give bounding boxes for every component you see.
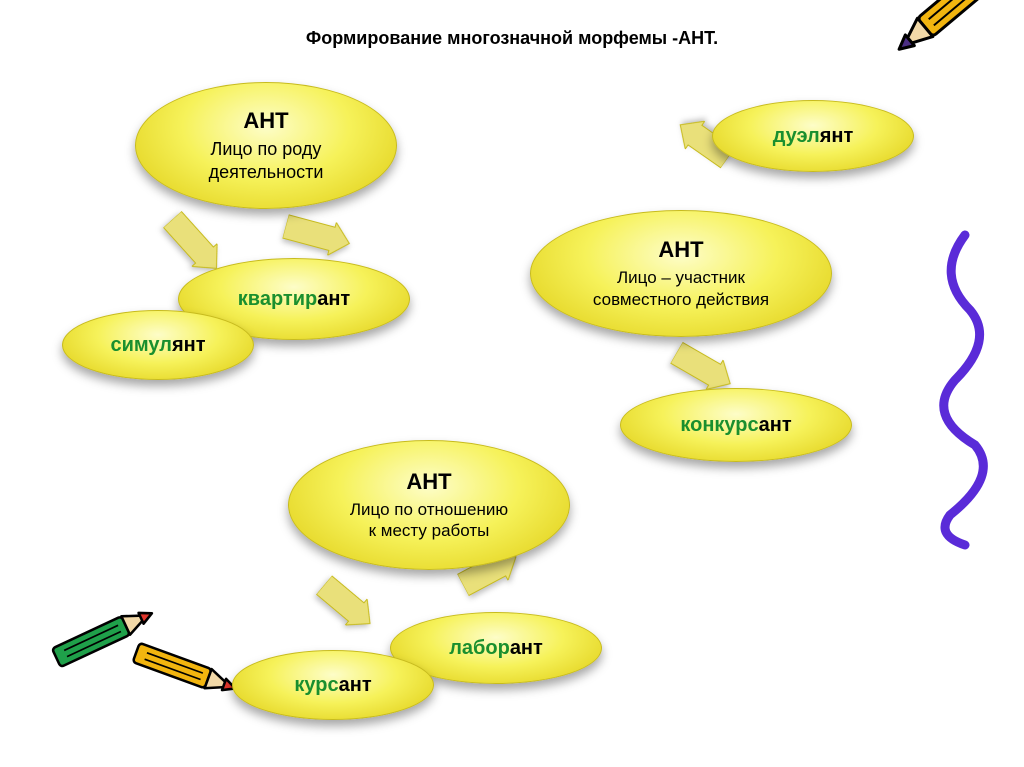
concept-node: АНТ Лицо по отношениюк месту работы	[288, 440, 570, 570]
pencil-icon	[120, 626, 251, 719]
word-suffix: янт	[820, 125, 854, 148]
word-node: конкурсант	[620, 388, 852, 462]
page-title: Формирование многозначной морфемы -АНТ.	[0, 28, 1024, 49]
node-subtitle: Лицо по отношениюк месту работы	[350, 499, 508, 542]
word-label: симулянт	[110, 334, 205, 357]
word-suffix: ант	[339, 674, 372, 697]
word-root: дуэл	[773, 125, 820, 148]
node-subtitle: Лицо – участниксовместного действия	[593, 267, 769, 310]
word-root: квартир	[238, 288, 317, 311]
word-label: конкурсант	[680, 414, 791, 437]
node-subtitle: Лицо по родудеятельности	[209, 138, 324, 183]
arrow-icon	[310, 572, 383, 642]
word-root: симул	[110, 334, 172, 357]
word-suffix: ант	[759, 414, 792, 437]
title-text: Формирование многозначной морфемы -АНТ.	[306, 28, 718, 48]
word-suffix: ант	[510, 637, 543, 660]
node-title: АНТ	[243, 108, 288, 134]
node-title: АНТ	[406, 469, 451, 495]
word-label: дуэлянт	[773, 125, 854, 148]
word-suffix: ант	[317, 288, 350, 311]
concept-node: АНТ Лицо – участниксовместного действия	[530, 210, 832, 337]
arrow-icon	[280, 210, 356, 265]
word-suffix: янт	[172, 334, 206, 357]
word-root: лабор	[449, 637, 510, 660]
word-root: конкурс	[680, 414, 758, 437]
word-node: курсант	[232, 650, 434, 720]
word-root: курс	[294, 674, 338, 697]
word-node: симулянт	[62, 310, 254, 380]
node-title: АНТ	[658, 237, 703, 263]
word-label: курсант	[294, 674, 371, 697]
concept-node: АНТ Лицо по родудеятельности	[135, 82, 397, 209]
word-label: лаборант	[449, 637, 543, 660]
word-node: дуэлянт	[712, 100, 914, 172]
word-label: квартирант	[238, 288, 350, 311]
squiggle-decoration	[930, 230, 1000, 550]
